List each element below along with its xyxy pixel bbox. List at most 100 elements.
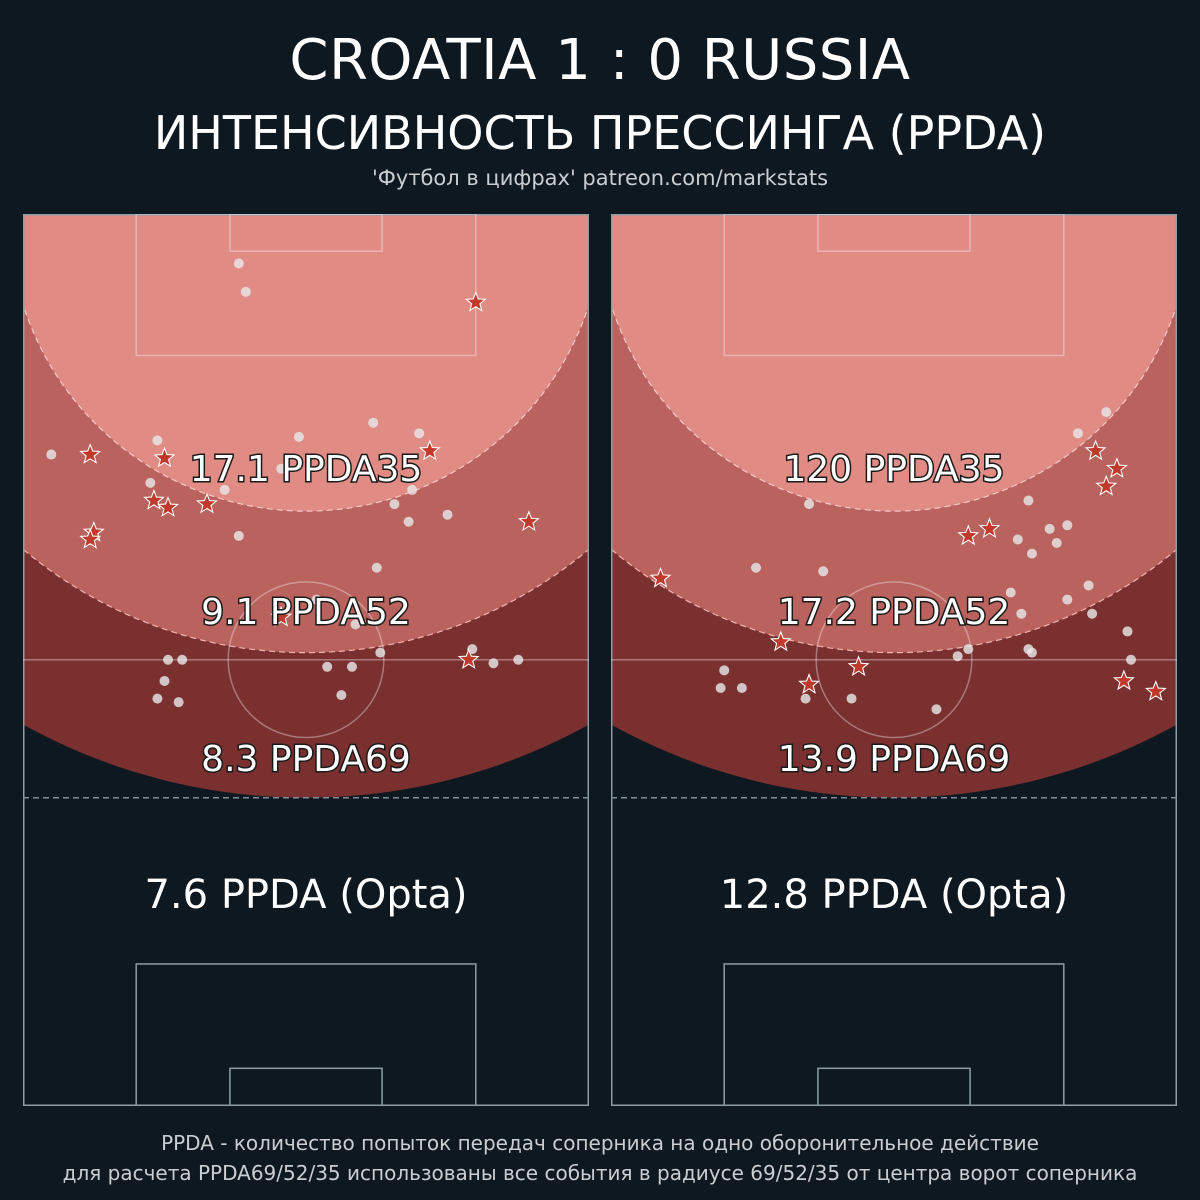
defensive-action-dot bbox=[1072, 428, 1083, 439]
bottom-goal-area bbox=[229, 1067, 383, 1106]
ppda69-label: 13.9 PPDA69 bbox=[778, 739, 1011, 780]
footnote-line-1: PPDA - количество попыток передач соперн… bbox=[161, 1131, 1039, 1155]
defensive-action-dot bbox=[715, 683, 726, 694]
defensive-action-dot bbox=[46, 449, 57, 460]
defensive-action-dot bbox=[442, 509, 453, 520]
defensive-action-star bbox=[978, 517, 1001, 539]
defensive-action-star bbox=[649, 566, 672, 588]
defensive-action-dot bbox=[1062, 520, 1073, 531]
center-circle bbox=[227, 581, 385, 739]
pressing-zones bbox=[611, 214, 1177, 798]
bottom-penalty-box bbox=[723, 963, 1065, 1106]
defensive-action-dot bbox=[719, 665, 730, 676]
ppda52-label: 9.1 PPDA52 bbox=[201, 592, 411, 633]
defensive-action-dot bbox=[163, 654, 174, 665]
zone-35 bbox=[23, 214, 589, 512]
ppda69-label: 8.3 PPDA69 bbox=[201, 739, 411, 780]
defensive-action-dot bbox=[1026, 548, 1037, 559]
defensive-action-dot bbox=[1005, 587, 1016, 598]
defensive-action-dot bbox=[818, 566, 829, 577]
bottom-penalty-box bbox=[135, 963, 477, 1106]
defensive-action-star bbox=[142, 488, 165, 510]
ppda35-label: 120 PPDA35 bbox=[783, 449, 1004, 490]
defensive-action-dot bbox=[1101, 407, 1112, 418]
defensive-action-dot bbox=[350, 619, 361, 630]
zone-35 bbox=[611, 214, 1177, 512]
ppda35-label: 17.1 PPDA35 bbox=[190, 449, 423, 490]
bottom-goal-area bbox=[817, 1067, 971, 1106]
defensive-action-dot bbox=[145, 477, 156, 488]
defensive-action-star bbox=[769, 630, 792, 652]
defensive-action-dot bbox=[407, 484, 418, 495]
defensive-action-dot bbox=[1126, 654, 1137, 665]
defensive-action-dot bbox=[736, 683, 747, 694]
defensive-action-dot bbox=[846, 693, 857, 704]
defensive-action-dot bbox=[1051, 537, 1062, 548]
defensive-action-dot bbox=[800, 693, 811, 704]
defensive-action-dot bbox=[322, 661, 333, 672]
defensive-action-star bbox=[1105, 457, 1128, 479]
defensive-action-dot bbox=[152, 693, 163, 704]
defensive-action-star bbox=[153, 446, 176, 468]
defensive-action-star bbox=[1112, 669, 1135, 691]
defensive-action-star bbox=[457, 648, 480, 670]
defensive-action-star bbox=[157, 496, 179, 517]
defensive-action-star bbox=[418, 439, 441, 461]
credit-line: 'Футбол в цифрах' patreon.com/markstats bbox=[371, 166, 829, 190]
defensive-action-star bbox=[195, 492, 218, 514]
defensive-action-dot bbox=[152, 435, 163, 446]
defensive-action-dot bbox=[375, 647, 386, 658]
defensive-action-dot bbox=[403, 516, 414, 527]
defensive-action-dot bbox=[336, 690, 347, 701]
ppda-opta-label: 7.6 PPDA (Opta) bbox=[144, 872, 467, 918]
defensive-action-dot bbox=[1044, 523, 1055, 534]
defensive-action-star bbox=[79, 527, 102, 549]
defensive-action-dot bbox=[804, 499, 815, 510]
ppda-opta-label: 12.8 PPDA (Opta) bbox=[720, 872, 1068, 918]
defensive-action-dot bbox=[276, 463, 287, 474]
defensive-action-dot bbox=[311, 594, 322, 605]
defensive-action-dot bbox=[1012, 534, 1023, 545]
defensive-action-dot bbox=[488, 658, 499, 669]
defensive-action-star bbox=[1084, 439, 1107, 461]
defensive-action-star bbox=[270, 605, 293, 627]
defensive-action-star bbox=[957, 524, 980, 546]
defensive-action-star bbox=[464, 290, 487, 312]
defensive-action-dot bbox=[159, 675, 170, 686]
pressing-zones bbox=[23, 214, 589, 798]
defensive-action-dot bbox=[963, 644, 974, 655]
defensive-action-dot bbox=[1062, 594, 1073, 605]
defensive-action-star bbox=[798, 672, 821, 694]
defensive-action-dot bbox=[751, 562, 762, 573]
defensive-action-dot bbox=[952, 651, 963, 662]
defensive-action-dot bbox=[219, 484, 230, 495]
defensive-action-dot bbox=[371, 562, 382, 573]
defensive-action-dot bbox=[389, 499, 400, 510]
ppda52-label: 17.2 PPDA52 bbox=[778, 592, 1011, 633]
pitch-panel-croatia: 17.1 PPDA35 9.1 PPDA52 8.3 PPDA69 7.6 PPDA … bbox=[23, 214, 589, 1106]
top-penalty-box bbox=[135, 214, 477, 357]
defensive-action-dot bbox=[240, 286, 251, 297]
defensive-action-dot bbox=[1122, 626, 1133, 637]
defensive-action-dot bbox=[1023, 495, 1034, 506]
defensive-action-dot bbox=[293, 431, 304, 442]
defensive-action-star bbox=[517, 510, 540, 532]
defensive-action-star bbox=[1095, 474, 1118, 496]
defensive-action-dot bbox=[931, 704, 942, 715]
defensive-action-star bbox=[1144, 680, 1167, 701]
defensive-action-dot bbox=[233, 530, 244, 541]
match-title: CROATIA 1 : 0 RUSSIA bbox=[289, 28, 911, 93]
defensive-action-dot bbox=[513, 654, 524, 665]
defensive-action-dot bbox=[368, 417, 379, 428]
top-goal-area bbox=[817, 214, 971, 252]
center-circle bbox=[815, 581, 973, 739]
defensive-action-dot bbox=[173, 697, 184, 708]
defensive-action-dot bbox=[1016, 608, 1027, 619]
defensive-action-dot bbox=[233, 258, 244, 269]
footnote-line-2: для расчета PPDA69/52/35 использованы вс… bbox=[62, 1161, 1138, 1185]
defensive-action-dot bbox=[177, 654, 188, 665]
defensive-action-star bbox=[79, 443, 102, 464]
defensive-action-star bbox=[847, 655, 870, 677]
defensive-action-dot bbox=[346, 661, 357, 672]
top-penalty-box bbox=[723, 214, 1065, 357]
